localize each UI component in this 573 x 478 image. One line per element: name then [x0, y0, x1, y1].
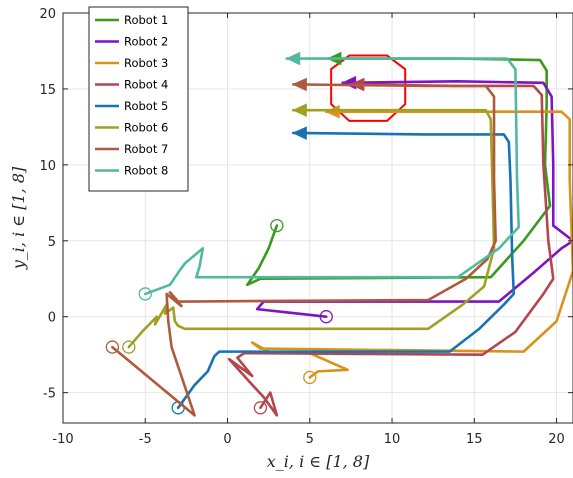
legend-item: Robot 5 — [95, 99, 168, 113]
x-axis-label: x_i, i ∈ [1, 8] — [267, 452, 370, 471]
end-arrowhead — [292, 77, 307, 92]
legend-label: Robot 3 — [124, 56, 168, 70]
legend-item: Robot 1 — [95, 13, 168, 27]
legend-label: Robot 5 — [124, 99, 168, 113]
obstacle-octagon — [330, 54, 407, 122]
trajectory-line — [111, 83, 497, 417]
trajectory-line — [143, 57, 521, 296]
legend-item: Robot 3 — [95, 56, 168, 70]
end-arrowhead — [325, 104, 340, 119]
trajectory-robot-6 — [122, 103, 496, 354]
start-marker — [270, 218, 284, 233]
legend-label: Robot 8 — [124, 164, 168, 178]
trajectory-line — [127, 108, 496, 349]
start-marker — [138, 287, 152, 301]
legend: Robot 1 Robot 2 Robot 3 Robot 4 Robot 5 Robot… — [88, 6, 189, 192]
trajectory-line — [255, 80, 573, 319]
y-tick-label: 15 — [39, 83, 56, 98]
start-marker — [122, 340, 136, 354]
ticks: -10 -5 0 5 10 15 20 -5 0 5 10 15 20 — [39, 7, 573, 447]
end-arrowhead — [292, 103, 307, 117]
x-tick-label: 20 — [548, 432, 565, 447]
legend-box — [88, 6, 189, 192]
legend-item: Robot 6 — [95, 121, 168, 135]
x-tick-label: 0 — [223, 432, 231, 447]
start-marker — [319, 310, 333, 324]
x-tick-label: -10 — [52, 432, 73, 447]
legend-label: Robot 2 — [124, 35, 168, 49]
start-marker — [303, 370, 317, 385]
trajectory-line — [245, 57, 552, 287]
x-tick-label: 5 — [306, 432, 314, 447]
end-arrowhead — [292, 126, 307, 140]
legend-label: Robot 7 — [124, 142, 168, 156]
axes-box — [62, 12, 573, 424]
end-arrowhead — [285, 51, 301, 66]
x-tick-label: 10 — [384, 432, 401, 447]
legend-item: Robot 4 — [95, 78, 168, 92]
trajectory-robot-8 — [138, 51, 521, 301]
x-tick-label: 15 — [466, 432, 483, 447]
y-tick-label: -5 — [43, 387, 56, 402]
legend-item: Robot 2 — [95, 35, 168, 49]
y-tick-label: 10 — [39, 159, 56, 174]
trajectory-line — [176, 131, 516, 410]
series-layer — [105, 51, 573, 417]
y-axis-label: y_i, i ∈ [1, 8] — [9, 166, 28, 270]
legend-label: Robot 6 — [124, 121, 168, 135]
y-tick-label: 0 — [48, 311, 56, 326]
legend-item: Robot 7 — [95, 142, 168, 156]
x-tick-label: -5 — [139, 432, 152, 447]
obstacle-layer — [330, 54, 407, 122]
trajectory-robot-3 — [250, 104, 573, 385]
legend-label: Robot 1 — [124, 13, 168, 27]
legend-label: Robot 4 — [124, 78, 168, 92]
y-tick-label: 5 — [48, 235, 56, 250]
start-marker — [253, 401, 268, 415]
y-tick-label: 20 — [39, 7, 56, 22]
trajectory-line — [227, 83, 555, 417]
start-marker — [105, 340, 120, 354]
trajectory-line — [250, 110, 573, 379]
legend-item: Robot 8 — [95, 164, 168, 178]
trajectory-robot-7 — [105, 77, 497, 417]
